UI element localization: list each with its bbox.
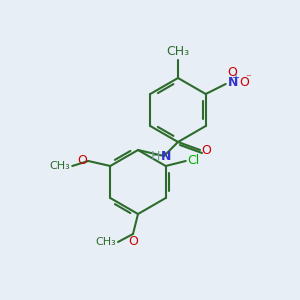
Text: H: H [151, 149, 160, 163]
Text: O: O [128, 235, 138, 248]
Text: O: O [228, 67, 238, 80]
Text: CH₃: CH₃ [95, 237, 116, 247]
Text: O: O [77, 154, 87, 167]
Text: ⁻: ⁻ [245, 73, 251, 83]
Text: Cl: Cl [188, 154, 200, 167]
Text: O: O [201, 143, 211, 157]
Text: CH₃: CH₃ [50, 161, 70, 171]
Text: N: N [228, 76, 238, 88]
Text: N: N [161, 149, 171, 163]
Text: CH₃: CH₃ [167, 45, 190, 58]
Text: O: O [240, 76, 250, 88]
Text: +: + [231, 73, 239, 83]
